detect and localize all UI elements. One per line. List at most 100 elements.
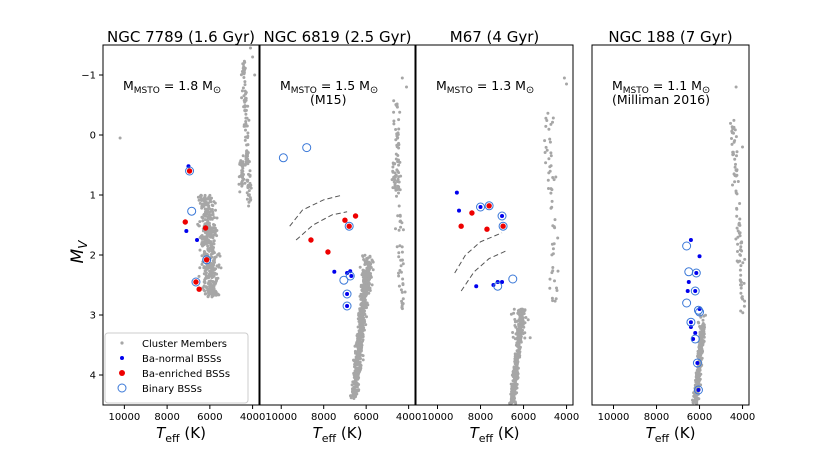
member-point: [398, 188, 402, 192]
member-point: [544, 124, 548, 128]
member-point: [522, 325, 526, 329]
member-point: [243, 89, 247, 93]
x-tick-label: 4000: [396, 412, 421, 423]
member-point: [246, 104, 250, 108]
member-point: [243, 97, 247, 101]
member-point: [551, 247, 555, 251]
member-point: [363, 253, 367, 257]
member-point: [353, 360, 357, 364]
member-point: [243, 105, 247, 109]
member-point: [546, 111, 550, 115]
member-point: [394, 152, 398, 156]
member-point: [362, 278, 365, 282]
member-point: [517, 322, 521, 326]
member-point: [368, 261, 372, 265]
member-point: [209, 265, 213, 269]
member-point: [691, 398, 694, 402]
member-point: [203, 193, 207, 197]
member-point: [204, 231, 207, 235]
member-point: [202, 212, 206, 216]
ba-normal-point: [693, 331, 698, 335]
member-point: [549, 206, 553, 210]
member-point: [240, 164, 244, 168]
member-point: [739, 283, 742, 287]
member-point: [349, 394, 352, 398]
member-point: [198, 220, 202, 224]
panel-4: 10000 8000 6000 4000 NGC 188 (7 Gyr) MMSTO = …: [591, 28, 755, 445]
member-point: [735, 150, 739, 154]
binary-ring: [692, 358, 702, 368]
member-point: [196, 222, 200, 226]
member-point: [204, 242, 208, 246]
member-point: [198, 266, 202, 270]
member-point: [398, 213, 402, 217]
member-point: [400, 307, 404, 311]
member-point: [358, 340, 362, 344]
member-point: [701, 333, 705, 337]
member-point: [403, 290, 407, 294]
member-point: [548, 137, 552, 141]
member-point: [207, 291, 210, 295]
member-point: [732, 118, 736, 122]
member-point: [395, 194, 398, 198]
member-point: [245, 155, 249, 159]
member-point: [393, 162, 397, 166]
x-tick-label: 6000: [353, 412, 378, 423]
member-point: [742, 304, 746, 308]
member-point: [241, 70, 245, 74]
member-point: [512, 370, 516, 374]
member-point: [543, 151, 547, 154]
member-point: [213, 268, 216, 272]
member-point: [239, 73, 243, 77]
member-point: [739, 286, 743, 290]
member-point: [245, 143, 249, 147]
member-point: [553, 226, 557, 230]
member-point: [545, 148, 549, 152]
member-point: [548, 277, 552, 281]
member-point: [736, 260, 740, 264]
member-point: [397, 228, 401, 232]
binary-ring: [682, 298, 692, 308]
x-tick-label: 10000: [598, 412, 630, 423]
member-point: [206, 233, 210, 237]
member-point: [399, 174, 403, 178]
member-point: [399, 264, 403, 268]
member-point: [370, 283, 374, 287]
member-point: [197, 274, 201, 278]
x-axis-label: Teff (K): [646, 424, 696, 445]
member-point: [547, 157, 551, 161]
member-point: [240, 182, 243, 185]
ba-enriched-point: [325, 249, 331, 255]
panel-1: 10000 8000 6000 4000 −1 0 1 2 3 4 NGC 7789 (1.6 Gy…: [81, 28, 265, 445]
member-point: [356, 345, 359, 349]
member-point: [247, 172, 250, 176]
member-point: [210, 295, 214, 299]
panels-group: 10000 8000 6000 4000 −1 0 1 2 3 4 NGC 7789 (1.6 Gy…: [81, 28, 755, 445]
binary-ring: [344, 221, 354, 231]
member-point: [401, 302, 405, 306]
member-point: [367, 277, 370, 281]
member-point: [565, 82, 568, 86]
member-point: [736, 242, 740, 246]
member-point: [213, 226, 217, 230]
x-tick-label: 8000: [154, 412, 179, 423]
member-point: [368, 286, 372, 290]
member-point: [209, 232, 213, 235]
binary-ring: [493, 281, 503, 291]
legend-marker-ba-enriched: [119, 370, 125, 376]
member-point: [354, 388, 358, 392]
member-point: [697, 377, 701, 381]
x-tick-label: 8000: [311, 412, 336, 423]
member-point: [242, 124, 246, 128]
member-point: [550, 253, 554, 257]
member-point: [365, 292, 369, 296]
member-point: [248, 169, 252, 173]
member-point: [210, 226, 214, 230]
member-point: [543, 139, 547, 143]
member-point: [219, 266, 223, 270]
ba-normal-point: [345, 292, 350, 296]
x-axis-label: Teff (K): [313, 424, 363, 445]
member-point: [371, 268, 375, 272]
member-point: [526, 318, 530, 322]
dashed-boundary-line: [460, 250, 507, 292]
